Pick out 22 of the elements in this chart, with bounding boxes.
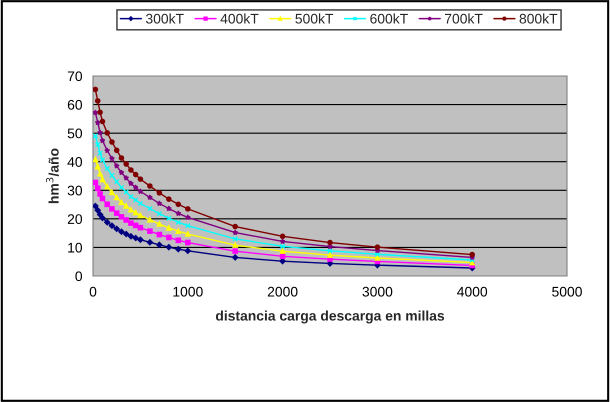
legend-label: 500kT <box>295 13 334 24</box>
x-tick-label: 3000 <box>362 286 392 297</box>
legend-label: 400kT <box>220 13 258 24</box>
legend-label: 300kT <box>146 13 184 24</box>
legend-label: 700kT <box>444 13 483 24</box>
legend-label: 800kT <box>520 13 558 24</box>
legend-label: 600kT <box>370 13 408 24</box>
y-tick-label: 30 <box>68 186 82 196</box>
y-tick-label: 50 <box>68 128 82 138</box>
y-tick-label: 60 <box>68 100 82 110</box>
y-tick-label: 70 <box>68 71 82 82</box>
y-tick-label: 20 <box>68 214 82 224</box>
x-tick-label: 4000 <box>457 286 488 297</box>
x-axis-title: distancia carga descarga en millas <box>216 310 444 324</box>
x-tick-label: 0 <box>90 286 96 297</box>
y-tick-label: 0 <box>75 271 82 282</box>
x-tick-label: 2000 <box>268 286 298 297</box>
x-tick-label: 5000 <box>552 286 582 297</box>
x-tick-label: 1000 <box>173 286 203 297</box>
y-tick-label: 40 <box>67 157 82 167</box>
y-tick-label: 10 <box>68 242 82 253</box>
y-axis-title: hm$^{3}$/año <box>46 148 59 204</box>
